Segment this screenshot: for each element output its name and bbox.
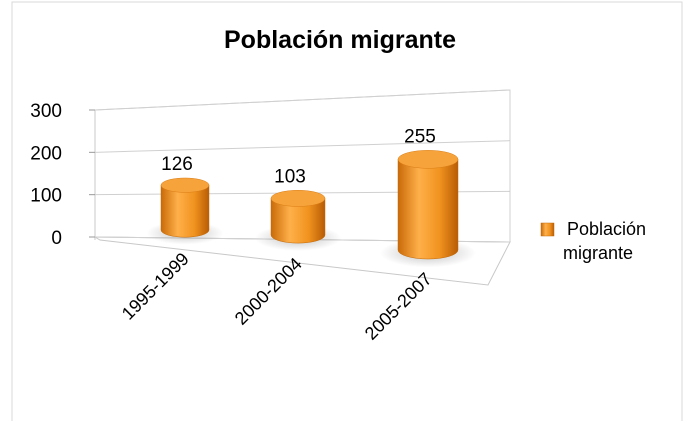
grid-line xyxy=(94,140,511,153)
bar-top xyxy=(270,190,326,207)
data-label: 126 xyxy=(161,154,193,175)
bar xyxy=(160,184,210,238)
data-label: 103 xyxy=(274,166,306,187)
bar xyxy=(270,198,326,244)
legend-swatch xyxy=(540,222,555,237)
data-label: 255 xyxy=(404,126,436,147)
chart-border xyxy=(11,1,683,421)
y-tick-label: 100 xyxy=(30,186,62,207)
y-tick-label: 200 xyxy=(30,143,62,164)
y-tick-label: 300 xyxy=(30,101,62,122)
y-tick-label: 0 xyxy=(51,228,62,249)
chart-title: Población migrante xyxy=(224,26,456,54)
grid-line xyxy=(94,89,511,111)
legend-label: Población migrante xyxy=(563,219,646,263)
bar-top xyxy=(397,150,459,169)
bar-top xyxy=(160,177,210,193)
bar xyxy=(397,159,459,260)
